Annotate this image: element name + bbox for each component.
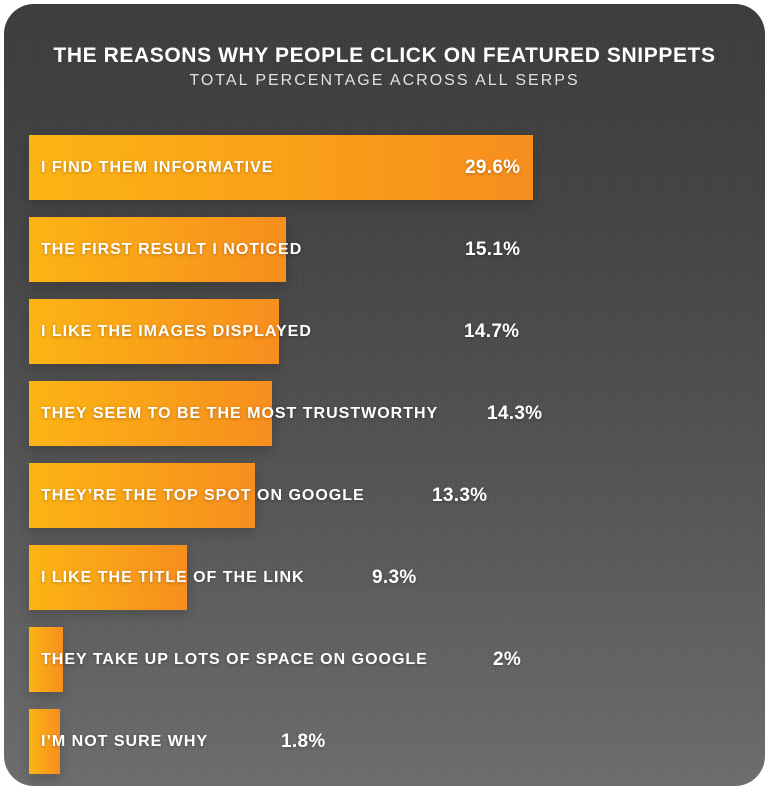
bar-row: THE FIRST RESULT I NOTICED 15.1% bbox=[29, 217, 749, 282]
bar-row: I FIND THEM INFORMATIVE 29.6% bbox=[29, 135, 749, 200]
bar-label: THEY SEEM TO BE THE MOST TRUSTWORTHY bbox=[41, 404, 439, 422]
bar-row: THEY SEEM TO BE THE MOST TRUSTWORTHY 14.… bbox=[29, 381, 749, 446]
bar-label: I LIKE THE IMAGES DISPLAYED bbox=[41, 322, 312, 340]
bar-label: I FIND THEM INFORMATIVE bbox=[41, 158, 274, 176]
bar-value: 2% bbox=[493, 648, 522, 670]
bar-value: 29.6% bbox=[465, 156, 521, 178]
bar-fill bbox=[29, 627, 63, 692]
bar-label: I’M NOT SURE WHY bbox=[41, 732, 209, 750]
bar-label: THEY TAKE UP LOTS OF SPACE ON GOOGLE bbox=[41, 650, 428, 668]
chart-subtitle: TOTAL PERCENTAGE ACROSS ALL SERPS bbox=[189, 72, 580, 90]
bar-value: 14.3% bbox=[487, 402, 543, 424]
bar-value: 14.7% bbox=[464, 320, 520, 342]
bar-value: 1.8% bbox=[281, 730, 326, 752]
chart-header: THE REASONS WHY PEOPLE CLICK ON FEATURED… bbox=[4, 44, 765, 90]
chart-title: THE REASONS WHY PEOPLE CLICK ON FEATURED… bbox=[53, 44, 716, 67]
bar-row: THEY’RE THE TOP SPOT ON GOOGLE 13.3% bbox=[29, 463, 749, 528]
bar-row: I LIKE THE TITLE OF THE LINK 9.3% bbox=[29, 545, 749, 610]
bar-fill bbox=[29, 381, 272, 446]
bar-value: 13.3% bbox=[432, 484, 488, 506]
bar-fill bbox=[29, 135, 533, 200]
bar-row: I LIKE THE IMAGES DISPLAYED 14.7% bbox=[29, 299, 749, 364]
bar-fill bbox=[29, 217, 286, 282]
bar-fill bbox=[29, 299, 279, 364]
bar-fill bbox=[29, 463, 255, 528]
bar-fill bbox=[29, 709, 60, 774]
bar-label: THE FIRST RESULT I NOTICED bbox=[41, 240, 303, 258]
bar-row: I’M NOT SURE WHY 1.8% bbox=[29, 709, 749, 774]
bar-value: 9.3% bbox=[372, 566, 417, 588]
bar-value: 15.1% bbox=[465, 238, 521, 260]
bar-row: THEY TAKE UP LOTS OF SPACE ON GOOGLE 2% bbox=[29, 627, 749, 692]
bar-fill bbox=[29, 545, 187, 610]
infographic-card: THE REASONS WHY PEOPLE CLICK ON FEATURED… bbox=[4, 4, 765, 786]
bar-label: THEY’RE THE TOP SPOT ON GOOGLE bbox=[41, 486, 365, 504]
bar-label: I LIKE THE TITLE OF THE LINK bbox=[41, 568, 305, 586]
bar-chart: I FIND THEM INFORMATIVE 29.6% THE FIRST … bbox=[29, 135, 749, 786]
